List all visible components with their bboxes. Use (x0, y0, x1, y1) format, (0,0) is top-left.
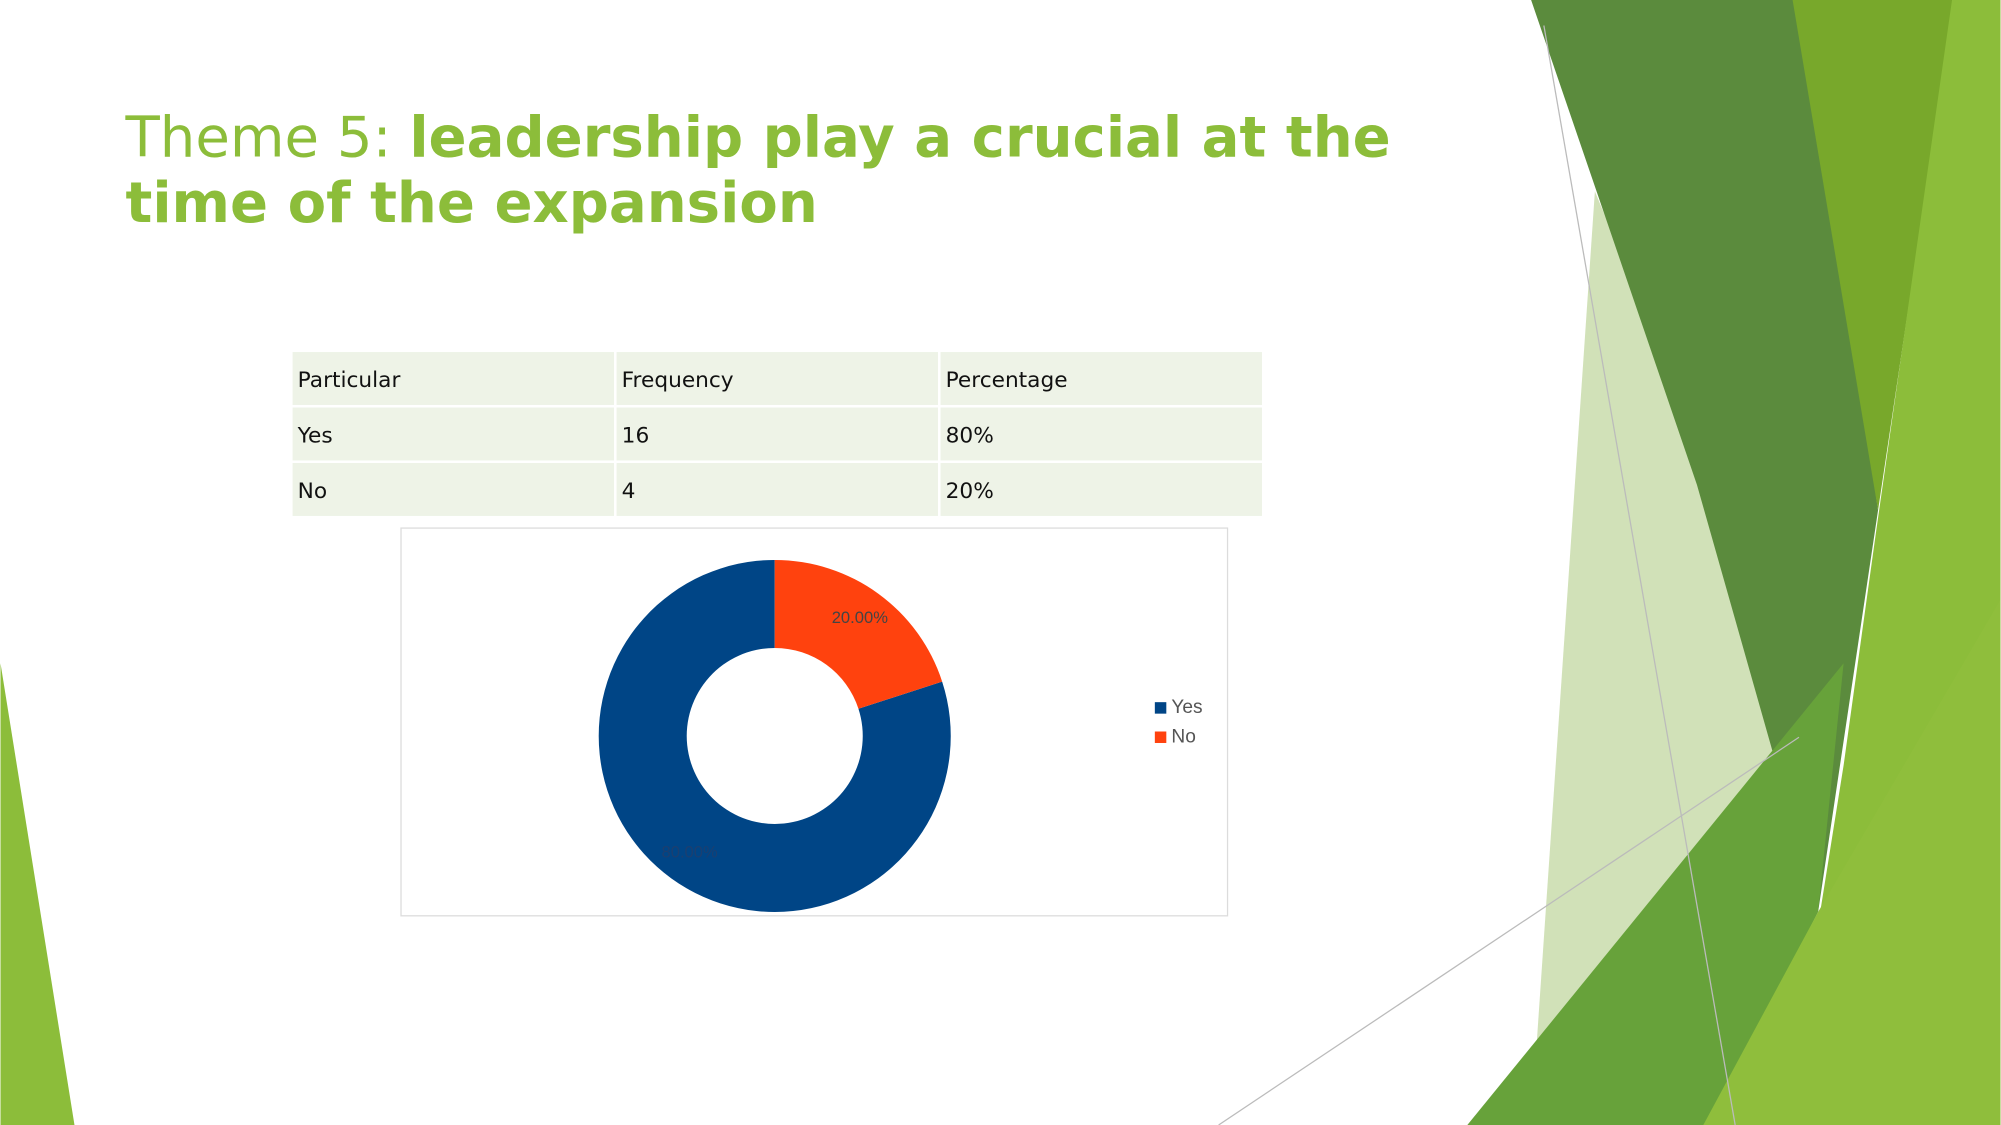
table-cell (292, 407, 615, 461)
shape (1703, 599, 2001, 1125)
table-cell (292, 352, 615, 405)
table-cell (940, 407, 1262, 461)
table-cell (616, 352, 938, 405)
title-text: time of the expansion (126, 171, 818, 236)
cell-text: 20% (946, 479, 994, 504)
shape (1531, 0, 1879, 912)
header-cell-text: Percentage (946, 368, 1068, 393)
title-text: leadership play a crucial at the (409, 105, 1390, 170)
legend-swatch (1154, 702, 1167, 714)
table-cell (616, 407, 938, 461)
chart: 80.00% 20.00% Yes No (598, 559, 1203, 912)
cell-text: Yes (297, 424, 333, 449)
shape (0, 663, 75, 1125)
table-cell (616, 463, 938, 516)
data-label: 80.00% (662, 842, 718, 861)
header-cell-text: Particular (298, 368, 401, 393)
table-cell (940, 463, 1262, 516)
donut-segment (598, 559, 951, 912)
cell-text: 80% (946, 424, 994, 449)
line (1218, 736, 1800, 1125)
shape (1792, 0, 1955, 511)
line (1543, 25, 1736, 1125)
legend-label: No (1171, 726, 1195, 747)
data-label: 20.00% (832, 608, 888, 627)
title: Theme 5: leadership play a crucial at the (124, 105, 1390, 170)
legend-swatch (1154, 731, 1167, 743)
table-cell (940, 352, 1262, 405)
header-cell-text: Frequency (622, 368, 734, 393)
table: Particular Frequency Percentage Yes 16 80% No 4… (292, 352, 1262, 516)
cell-text: 16 (622, 424, 650, 449)
legend-label: Yes (1171, 697, 1202, 718)
cell-text: No (298, 479, 327, 504)
table-cell (292, 463, 615, 516)
shape (1467, 663, 1844, 1125)
donut-segment (774, 559, 943, 709)
title-label: Theme 5: (124, 105, 391, 170)
cell-text: 4 (622, 479, 636, 504)
